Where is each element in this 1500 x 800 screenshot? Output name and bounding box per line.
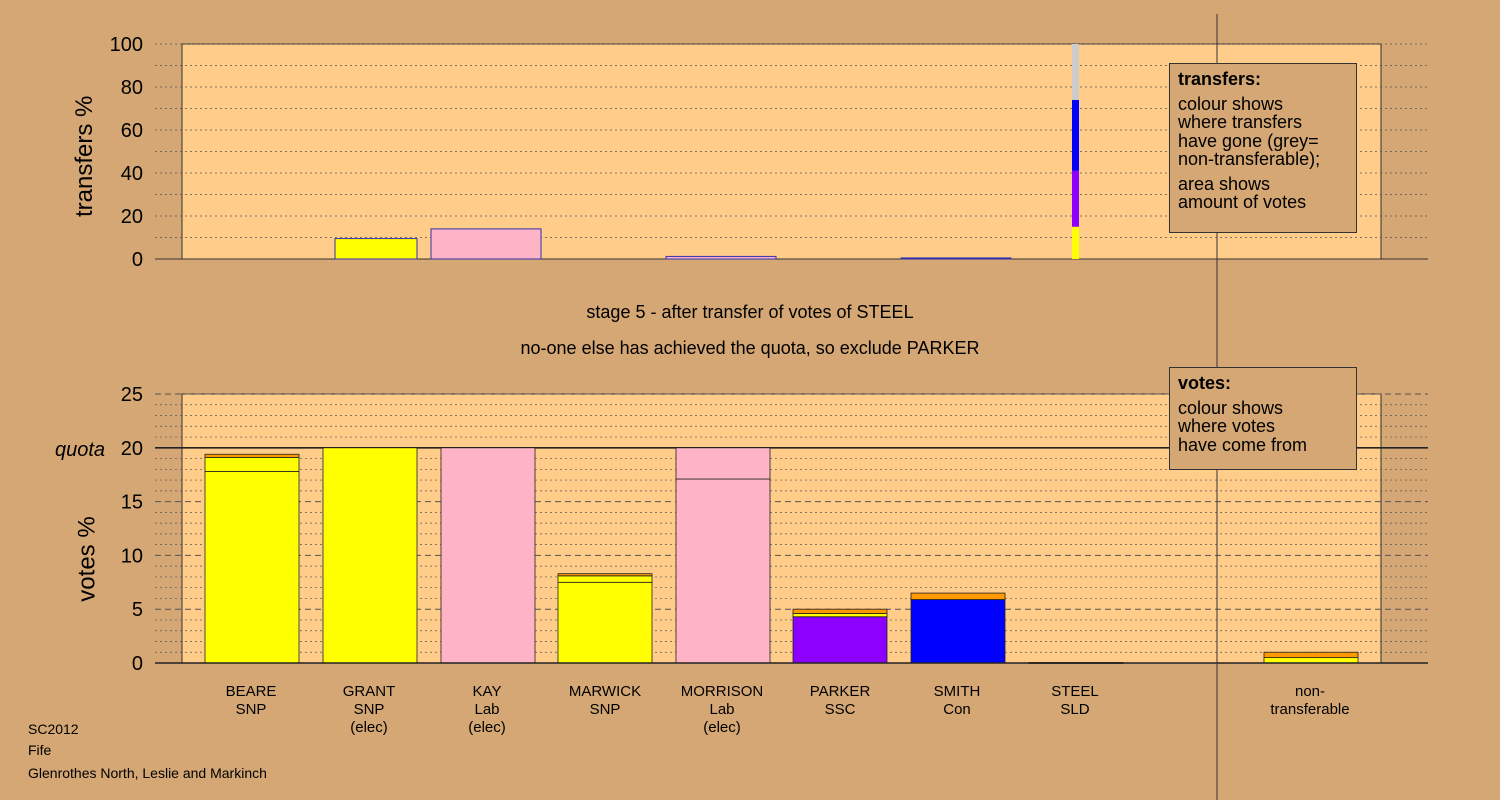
votes-legend: votes: colour shows where votes have com… (1169, 367, 1357, 470)
transfers-legend: transfers: colour shows where transfers … (1169, 63, 1357, 233)
footer-council: Fife (28, 742, 52, 758)
candidate-label-kay: KAY Lab (elec) (427, 683, 547, 737)
candidate-name: KAY (472, 683, 502, 700)
vote-bar-segment (204, 453, 300, 458)
transfers-legend-line: have gone (grey= (1178, 130, 1319, 151)
transfer-bar (665, 255, 777, 260)
transfer-bar (430, 228, 542, 260)
footer-ward: Glenrothes North, Leslie and Markinch (28, 765, 267, 781)
transfers-legend-line: amount of votes (1178, 192, 1307, 212)
candidate-status: (elec) (703, 719, 741, 736)
transfers-legend-line: colour shows (1178, 93, 1284, 114)
votes-axis-title: votes % (73, 516, 101, 602)
candidate-party: Lab (474, 701, 500, 718)
candidate-name: MARWICK (568, 683, 642, 700)
vote-bar-segment (204, 471, 300, 664)
votes-tick-label: 0 (132, 653, 143, 675)
votes-legend-line: where votes (1178, 416, 1276, 436)
candidate-party: Con (943, 701, 971, 718)
candidate-party: SNP (353, 701, 385, 718)
candidate-name: non- (1294, 683, 1326, 700)
votes-tick-label: 10 (121, 545, 143, 567)
candidate-name: PARKER (809, 683, 871, 700)
steel-transfer-segment (1072, 170, 1079, 227)
candidate-party: SLD (1060, 701, 1090, 718)
steel-transfer-segment (1072, 99, 1079, 171)
footer-election: SC2012 (28, 721, 79, 737)
steel-transfer-segment (1072, 44, 1079, 100)
candidate-label-smith: SMITH Con (897, 683, 1017, 719)
transfers-legend-line: non-transferable); (1178, 149, 1321, 169)
candidate-label-morrison: MORRISON Lab (elec) (662, 683, 782, 737)
vote-bar-segment (557, 581, 653, 664)
quota-label: quota (55, 439, 105, 461)
vote-bar-segment (204, 457, 300, 472)
transfer-bar (334, 238, 418, 260)
transfers-legend-line: where transfers (1178, 112, 1303, 132)
vote-bar-segment (440, 447, 536, 664)
steel-transfer-segment (1072, 226, 1079, 259)
stage-action: no-one else has achieved the quota, so e… (520, 338, 980, 358)
transfers-tick-label: 40 (121, 163, 143, 185)
vote-bar-segment (557, 573, 653, 577)
candidate-party: SNP (235, 701, 267, 718)
transfers-legend-line: area shows (1178, 173, 1271, 194)
candidate-label-steel: STEEL SLD (1015, 683, 1135, 719)
transfers-legend-title: transfers: (1178, 69, 1262, 89)
candidate-label-beare: BEARE SNP (191, 683, 311, 719)
vote-bar-segment (557, 575, 653, 583)
transfers-tick-label: 80 (121, 77, 143, 99)
candidate-label-grant: GRANT SNP (elec) (309, 683, 429, 737)
votes-tick-label: 15 (121, 492, 143, 514)
vote-bar-segment (792, 608, 888, 614)
vote-bar-segment (792, 613, 888, 618)
vote-bar-segment (910, 599, 1006, 664)
candidate-name: GRANT (342, 683, 396, 700)
candidate-name: MORRISON (680, 683, 764, 700)
transfers-tick-label: 20 (121, 206, 143, 228)
candidate-label-nontransferable: non- transferable (1250, 683, 1370, 719)
vote-bar-segment (675, 447, 771, 480)
stage-description: stage 5 - after transfer of votes of STE… (586, 302, 914, 322)
vote-bar-segment (1263, 657, 1359, 664)
candidate-status: (elec) (468, 719, 506, 736)
votes-legend-line: have come from (1178, 434, 1308, 455)
votes-tick-label: 5 (132, 599, 143, 621)
transfer-bar (900, 257, 1012, 260)
votes-tick-label: 20 (121, 438, 143, 460)
votes-legend-line: colour shows (1178, 397, 1284, 418)
vote-bar-segment (1263, 651, 1359, 659)
transfers-tick-label: 100 (110, 34, 143, 56)
candidate-party: SNP (589, 701, 621, 718)
transfers-axis-title: transfers % (71, 95, 98, 217)
candidate-label-parker: PARKER SSC (780, 683, 900, 719)
candidate-party: transferable (1270, 701, 1350, 718)
candidate-label-marwick: MARWICK SNP (545, 683, 665, 719)
candidate-party: Lab (709, 701, 735, 718)
transfers-tick-label: 0 (132, 249, 143, 271)
vote-bar-segment (675, 478, 771, 664)
transfers-tick-label: 60 (121, 120, 143, 142)
votes-tick-label: 25 (121, 384, 143, 406)
candidate-name: SMITH (933, 683, 981, 700)
vote-bar-segment (910, 592, 1006, 600)
candidate-party: SSC (824, 701, 856, 718)
vote-bar-segment (792, 616, 888, 664)
vote-bar-segment (322, 447, 418, 664)
votes-legend-title: votes: (1178, 373, 1232, 393)
candidate-name: STEEL (1051, 683, 1099, 700)
candidate-name: BEARE (225, 683, 277, 700)
candidate-status: (elec) (350, 719, 388, 736)
